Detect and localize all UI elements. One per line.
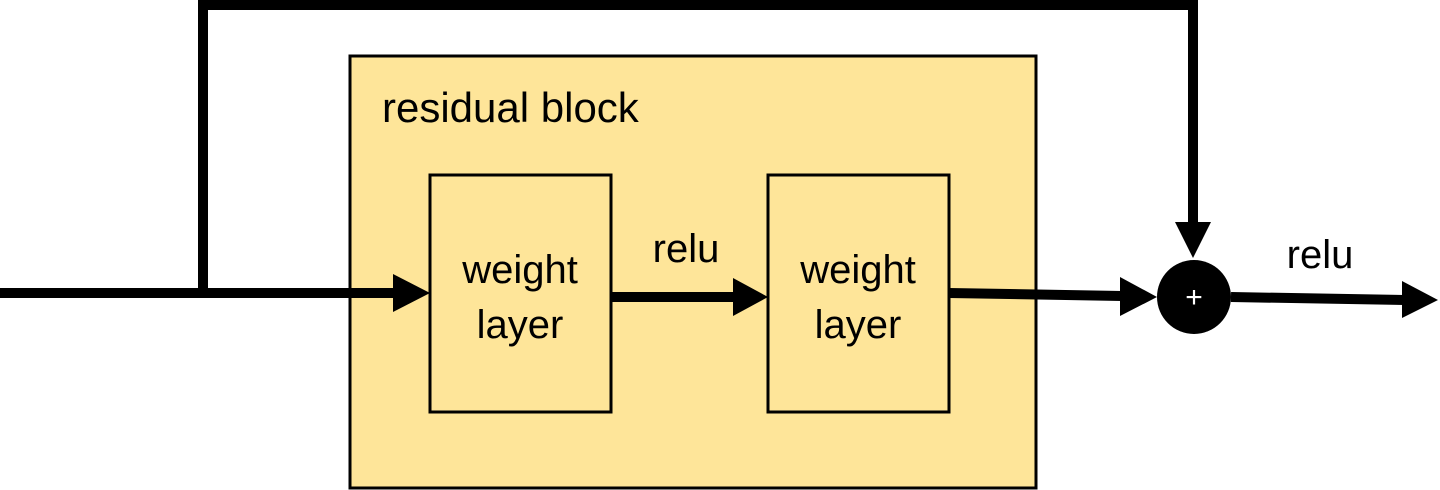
block-output-line bbox=[948, 288, 1123, 301]
middle-arrowhead bbox=[733, 278, 768, 316]
weight-layer-2-line1: weight bbox=[799, 248, 916, 292]
weight-layer-2 bbox=[766, 173, 951, 414]
add-node-symbol: + bbox=[1185, 281, 1203, 314]
add-node bbox=[1157, 260, 1231, 334]
weight-layer-1-line2: layer bbox=[477, 303, 564, 347]
relu-label-middle: relu bbox=[653, 227, 720, 271]
relu-label-output: relu bbox=[1287, 233, 1354, 277]
weight-layer-2-line2: layer bbox=[815, 303, 902, 347]
weight-layer-1-line1: weight bbox=[461, 248, 578, 292]
block-output-arrowhead bbox=[1120, 277, 1157, 316]
final-output-arrowhead bbox=[1402, 281, 1438, 318]
residual-block-label: residual block bbox=[382, 84, 640, 131]
final-output-line bbox=[1230, 292, 1406, 305]
input-arrowhead bbox=[393, 274, 430, 312]
skip-connection bbox=[198, 0, 1198, 290]
skip-arrowhead bbox=[1175, 222, 1211, 258]
weight-layer-1 bbox=[428, 173, 613, 414]
